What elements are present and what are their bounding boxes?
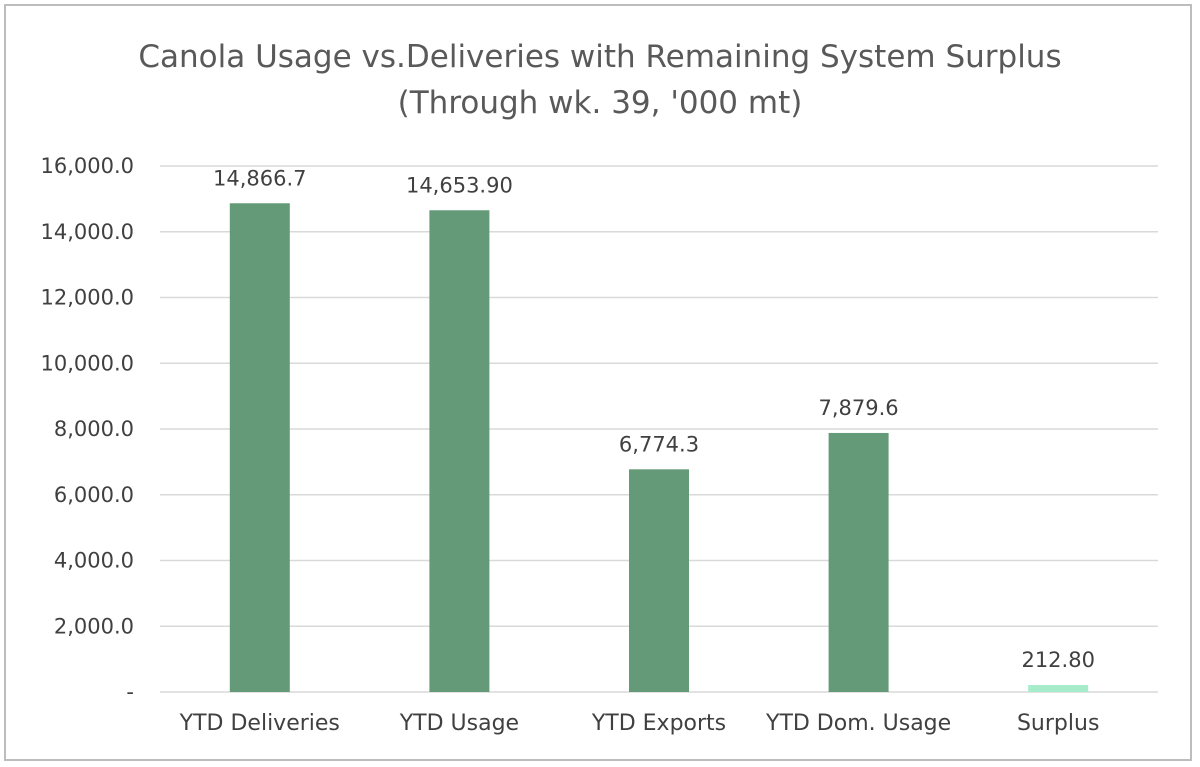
y-tick-label: 8,000.0 bbox=[54, 417, 134, 441]
data-label: 7,879.6 bbox=[819, 396, 899, 420]
y-tick-label: 10,000.0 bbox=[40, 351, 134, 375]
y-tick-label: 16,000.0 bbox=[40, 154, 134, 178]
y-tick-label: 14,000.0 bbox=[40, 220, 134, 244]
bar bbox=[429, 210, 490, 692]
bar bbox=[828, 432, 889, 692]
y-tick-label: 4,000.0 bbox=[54, 549, 134, 573]
bar bbox=[229, 203, 290, 692]
x-tick-label: YTD Deliveries bbox=[179, 711, 340, 736]
y-tick-label: 12,000.0 bbox=[40, 286, 134, 310]
bar bbox=[1028, 685, 1089, 692]
chart-title: Canola Usage vs.Deliveries with Remainin… bbox=[138, 39, 1062, 75]
data-label: 6,774.3 bbox=[619, 432, 699, 456]
x-tick-label: YTD Exports bbox=[591, 711, 726, 736]
x-tick-label: Surplus bbox=[1017, 711, 1099, 736]
x-tick-label: YTD Usage bbox=[399, 711, 519, 736]
chart-title-block: Canola Usage vs.Deliveries with Remainin… bbox=[0, 34, 1200, 126]
y-tick-label: 2,000.0 bbox=[54, 614, 134, 638]
data-label: 212.80 bbox=[1021, 648, 1094, 672]
y-tick-label: 6,000.0 bbox=[54, 483, 134, 507]
data-label: 14,653.90 bbox=[406, 173, 513, 197]
bar bbox=[629, 469, 689, 692]
data-label: 14,866.7 bbox=[213, 166, 307, 190]
chart-subtitle: (Through wk. 39, '000 mt) bbox=[397, 85, 803, 121]
x-tick-label: YTD Dom. Usage bbox=[765, 711, 951, 736]
chart-frame bbox=[4, 4, 1192, 761]
y-tick-label: - bbox=[126, 680, 134, 704]
